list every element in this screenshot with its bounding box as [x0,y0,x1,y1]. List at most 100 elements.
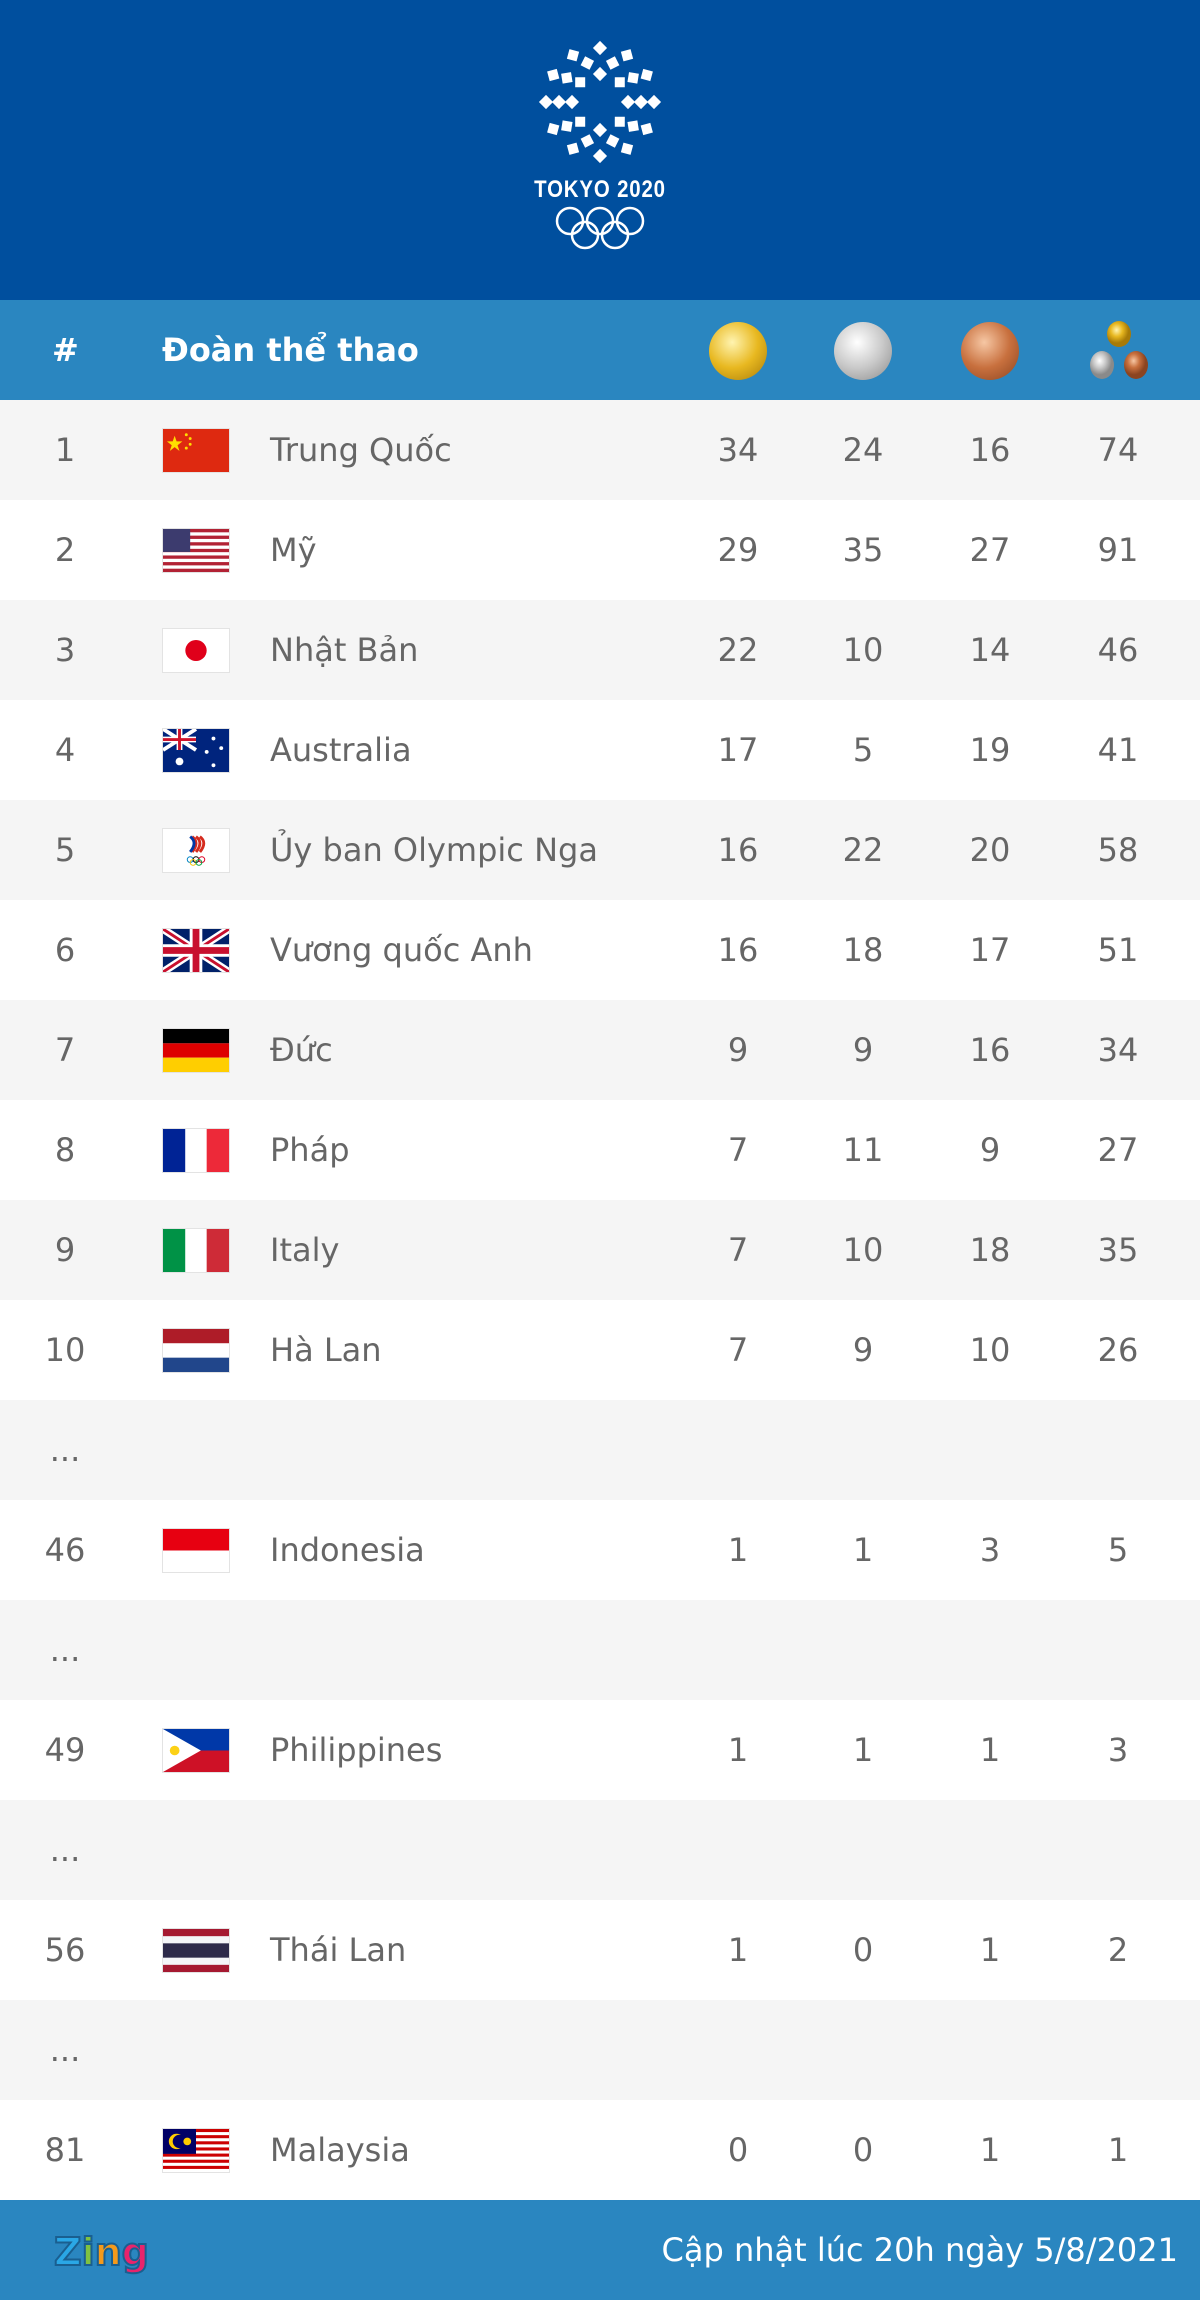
total-count: 5 [1107,1531,1129,1569]
update-time: Cập nhật lúc 20h ngày 5/8/2021 [661,2231,1178,2269]
rank: 3 [54,631,76,669]
gold-count: 22 [717,631,759,669]
china-flag-icon [162,428,230,473]
bronze-count: 3 [979,1531,1001,1569]
country-name: Philippines [270,1731,443,1769]
rank: ... [49,1631,81,1669]
gold-count: 16 [717,831,759,869]
silver-count: 1 [852,1531,874,1569]
total-count: 34 [1097,1031,1139,1069]
gold-count: 7 [727,1231,749,1269]
silver-count: 18 [842,931,884,969]
bronze-count: 20 [969,831,1011,869]
table-row: 8 Pháp 7 11 9 27 [0,1100,1200,1200]
country-name: Pháp [270,1131,350,1169]
silver-count: 11 [842,1131,884,1169]
silver-count: 9 [852,1031,874,1069]
table-row: 46 Indonesia 1 1 3 5 [0,1500,1200,1600]
bronze-count: 17 [969,931,1011,969]
rank: 5 [54,831,76,869]
footer: Zing Cập nhật lúc 20h ngày 5/8/2021 [0,2200,1200,2300]
gold-count: 7 [727,1331,749,1369]
bronze-count: 16 [969,431,1011,469]
olympic-rings-icon [555,206,645,250]
ellipsis-row: ... [0,1800,1200,1900]
table-header: # Đoàn thể thao [0,300,1200,400]
rank: 46 [44,1531,86,1569]
total-count: 46 [1097,631,1139,669]
bronze-count: 19 [969,731,1011,769]
total-count: 51 [1097,931,1139,969]
silver-count: 10 [842,631,884,669]
country-name: Đức [270,1031,333,1069]
table-row: 81 Malaysia 0 0 1 1 [0,2100,1200,2200]
table-row: 3 Nhật Bản 22 10 14 46 [0,600,1200,700]
gold-count: 1 [727,1731,749,1769]
australia-flag-icon [162,728,230,773]
total-count: 91 [1097,531,1139,569]
table-row: 6 Vương quốc Anh 16 18 17 51 [0,900,1200,1000]
bronze-count: 1 [979,2131,1001,2169]
philippines-flag-icon [162,1728,230,1773]
bronze-count: 18 [969,1231,1011,1269]
gold-medal-icon [709,322,767,380]
silver-count: 35 [842,531,884,569]
table-row: 5 Ủy ban Olympic Nga 16 22 20 58 [0,800,1200,900]
rank: ... [49,1831,81,1869]
silver-medal-icon [834,322,892,380]
table-row: 9 Italy 7 10 18 35 [0,1200,1200,1300]
thailand-flag-icon [162,1928,230,1973]
rank: 56 [44,1931,86,1969]
top-banner: TOKYO 2020 [0,0,1200,300]
rank: 1 [54,431,76,469]
germany-flag-icon [162,1028,230,1073]
medal-table: 1 Trung Quốc 34 24 16 74 2 Mỹ 29 35 27 91 3 Nhật Bản 2… [0,400,1200,2200]
table-row: 49 Philippines 1 1 1 3 [0,1700,1200,1800]
rank: 81 [44,2131,86,2169]
japan-flag-icon [162,628,230,673]
team-header: Đoàn thể thao [162,331,419,369]
table-row: 1 Trung Quốc 34 24 16 74 [0,400,1200,500]
logo-title: TOKYO 2020 [534,176,666,203]
gold-count: 16 [717,931,759,969]
country-name: Mỹ [270,531,317,569]
table-row: 2 Mỹ 29 35 27 91 [0,500,1200,600]
total-count: 1 [1107,2131,1129,2169]
silver-count: 0 [852,1931,874,1969]
silver-count: 22 [842,831,884,869]
ellipsis-row: ... [0,1600,1200,1700]
ellipsis-row: ... [0,2000,1200,2100]
gold-count: 1 [727,1531,749,1569]
rank: 4 [54,731,76,769]
bronze-count: 10 [969,1331,1011,1369]
malaysia-flag-icon [162,2128,230,2173]
total-count: 26 [1097,1331,1139,1369]
total-count: 35 [1097,1231,1139,1269]
total-count: 27 [1097,1131,1139,1169]
silver-count: 1 [852,1731,874,1769]
bronze-count: 1 [979,1731,1001,1769]
silver-count: 24 [842,431,884,469]
country-name: Nhật Bản [270,631,419,669]
table-row: 10 Hà Lan 7 9 10 26 [0,1300,1200,1400]
bronze-count: 14 [969,631,1011,669]
netherlands-flag-icon [162,1328,230,1373]
rank: ... [49,2031,81,2069]
gold-count: 34 [717,431,759,469]
italy-flag-icon [162,1228,230,1273]
rank: 6 [54,931,76,969]
rank: 10 [44,1331,86,1369]
gold-count: 9 [727,1031,749,1069]
country-name: Hà Lan [270,1331,382,1369]
gold-count: 29 [717,531,759,569]
usa-flag-icon [162,528,230,573]
total-count: 41 [1097,731,1139,769]
total-count: 3 [1107,1731,1129,1769]
country-name: Ủy ban Olympic Nga [270,831,598,869]
gold-count: 17 [717,731,759,769]
table-row: 56 Thái Lan 1 0 1 2 [0,1900,1200,2000]
uk-flag-icon [162,928,230,973]
total-count: 58 [1097,831,1139,869]
silver-count: 5 [852,731,874,769]
ellipsis-row: ... [0,1400,1200,1500]
